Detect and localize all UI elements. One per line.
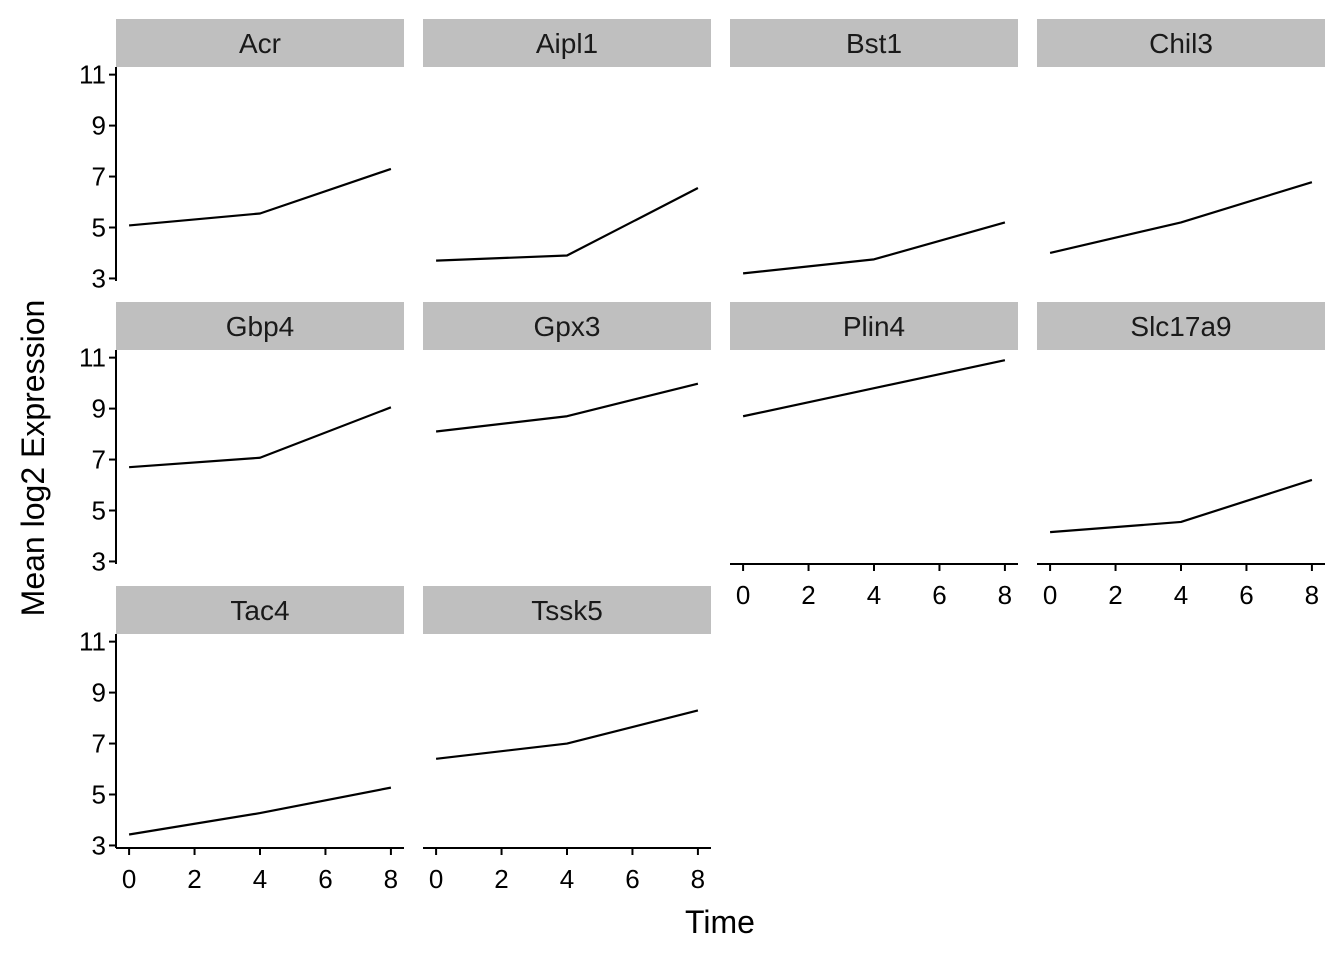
series-line-tssk5 [435, 709, 699, 760]
strip-acr [116, 19, 404, 67]
y-tick-label: 7 [92, 729, 106, 759]
x-tick-label: 8 [998, 580, 1012, 610]
series-line-tac4 [128, 786, 392, 836]
series-line-aipl1 [436, 187, 699, 262]
x-tick-label: 2 [1108, 580, 1122, 610]
panel-slc17a9: Slc17a9 0 2 4 6 8 [1037, 302, 1325, 610]
strip-label-plin4: Plin4 [843, 311, 905, 342]
y-tick-label: 7 [92, 445, 106, 475]
y-axis-title: Mean log2 Expression [15, 300, 51, 617]
strip-label-gbp4: Gbp4 [226, 311, 295, 342]
panel-aipl1: Aipl1 [423, 19, 711, 262]
strip-label-tac4: Tac4 [230, 595, 289, 626]
panel-gpx3: Gpx3 [423, 302, 711, 433]
y-tick-label: 3 [92, 546, 106, 576]
series-line-bst1 [742, 221, 1006, 275]
series-line-slc17a9 [1050, 478, 1313, 534]
y-tick-label: 11 [79, 60, 106, 90]
strip-gbp4 [116, 302, 404, 350]
y-tick-label: 7 [92, 162, 106, 192]
strip-label-bst1: Bst1 [846, 28, 902, 59]
strip-label-tssk5: Tssk5 [531, 595, 603, 626]
strip-aipl1 [423, 19, 711, 67]
x-tick-label: 2 [187, 864, 201, 894]
panel-gbp4: Gbp4 3 5 7 9 11 [79, 302, 404, 576]
x-tick-label: 8 [384, 864, 398, 894]
y-tick-label: 9 [92, 394, 106, 424]
strip-slc17a9 [1037, 302, 1325, 350]
x-tick-label: 4 [867, 580, 881, 610]
facet-panels: Acr 3 5 7 9 11 Aipl1 Bst1 Chil3 Gbp4 3 5 7 9 11 Gpx3 Pli… [79, 19, 1325, 894]
x-tick-label: 0 [429, 864, 443, 894]
panel-chil3: Chil3 [1037, 19, 1325, 255]
x-tick-label: 6 [625, 864, 639, 894]
x-tick-label: 6 [1239, 580, 1253, 610]
y-tick-label: 3 [92, 263, 106, 293]
x-tick-label: 0 [1043, 580, 1057, 610]
x-tick-label: 4 [1174, 580, 1188, 610]
strip-tac4 [116, 586, 404, 634]
strip-label-acr: Acr [239, 28, 281, 59]
strip-gpx3 [423, 302, 711, 350]
series-line-gpx3 [435, 382, 699, 433]
series-line-plin4 [742, 359, 1006, 418]
y-tick-label: 9 [92, 678, 106, 708]
panel-tac4: Tac4 3 5 7 9 11 0 2 4 6 8 [79, 586, 404, 894]
series-line-gbp4 [129, 406, 392, 469]
strip-label-chil3: Chil3 [1149, 28, 1213, 59]
strip-label-aipl1: Aipl1 [536, 28, 598, 59]
y-tick-label: 5 [92, 496, 106, 526]
panel-bst1: Bst1 [730, 19, 1018, 275]
x-tick-label: 2 [494, 864, 508, 894]
series-line-acr [128, 167, 392, 227]
y-tick-label: 11 [79, 627, 106, 657]
x-tick-label: 6 [318, 864, 332, 894]
x-tick-label: 2 [801, 580, 815, 610]
x-tick-label: 8 [1305, 580, 1319, 610]
strip-label-gpx3: Gpx3 [534, 311, 601, 342]
x-tick-label: 0 [122, 864, 136, 894]
panel-tssk5: Tssk5 0 2 4 6 8 [423, 586, 711, 894]
x-axis-title: Time [685, 904, 755, 940]
strip-tssk5 [423, 586, 711, 634]
y-tick-label: 5 [92, 780, 106, 810]
strip-plin4 [730, 302, 1018, 350]
x-tick-label: 8 [691, 864, 705, 894]
panel-acr: Acr 3 5 7 9 11 [79, 19, 404, 293]
x-tick-label: 4 [253, 864, 267, 894]
series-line-chil3 [1049, 181, 1313, 255]
strip-bst1 [730, 19, 1018, 67]
strip-label-slc17a9: Slc17a9 [1130, 311, 1231, 342]
strip-chil3 [1037, 19, 1325, 67]
x-tick-label: 6 [932, 580, 946, 610]
y-tick-label: 5 [92, 213, 106, 243]
y-tick-label: 9 [92, 111, 106, 141]
x-tick-label: 4 [560, 864, 574, 894]
y-tick-label: 11 [79, 343, 106, 373]
y-tick-label: 3 [92, 830, 106, 860]
x-tick-label: 0 [736, 580, 750, 610]
panel-plin4: Plin4 0 2 4 6 8 [730, 302, 1018, 610]
